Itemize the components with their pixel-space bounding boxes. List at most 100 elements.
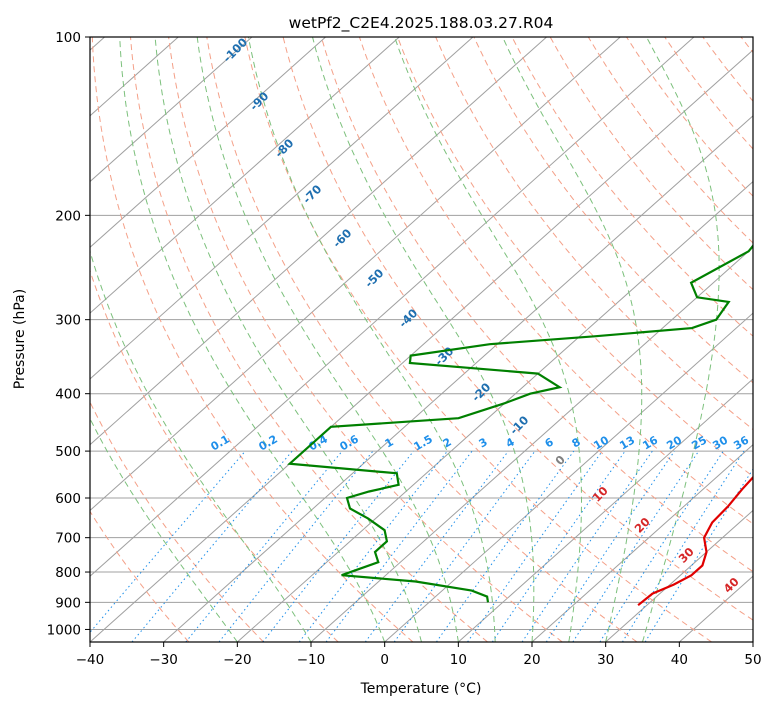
isotherm-line [90, 37, 547, 446]
mixing-ratio-label: 8 [570, 435, 583, 450]
y-tick-label: 900 [55, 595, 81, 611]
moist-adiabat-line [394, 37, 582, 642]
mixing-ratio-line [435, 450, 575, 642]
mixing-ratio-label: 30 [710, 433, 730, 452]
dry-adiabat-line [511, 37, 753, 337]
isotherm-label: -10 [507, 413, 532, 438]
moist-adiabat-line [90, 417, 238, 642]
temperature-profile-line [637, 475, 753, 607]
isotherm-label: 10 [590, 484, 611, 505]
dewpoint-profile-line [287, 244, 753, 603]
dry-adiabat-line [320, 37, 753, 573]
mixing-ratio-line [621, 450, 745, 642]
mixing-ratio-label: 2 [441, 435, 454, 450]
y-tick-label: 700 [55, 531, 81, 547]
dry-adiabat-line [397, 37, 753, 478]
y-tick-label: 500 [55, 444, 81, 460]
plot-frame [89, 36, 754, 643]
x-tick-label: 50 [744, 652, 761, 668]
mixing-ratio-line [364, 450, 509, 642]
dry-adiabat-line [90, 269, 339, 642]
x-tick-label: 40 [671, 652, 688, 668]
mixing-ratio-label: 1 [383, 435, 396, 450]
mixing-ratio-labels: 0.1 0.2 0.4 0.6 1 1.5 2 3 4 6 8 10 13 16 20 25 30 36 [209, 432, 752, 453]
isotherm-label: 20 [632, 515, 653, 536]
moist-adiabat-line [502, 37, 643, 642]
dry-adiabat-line [358, 37, 753, 525]
mixing-ratio-line [131, 450, 293, 642]
mixing-ratio-label: 20 [664, 433, 684, 452]
isotherm-label: -40 [396, 306, 421, 331]
mixing-ratio-label: 0.1 [209, 432, 232, 453]
mixing-ratio-label: 36 [731, 433, 751, 452]
mixing-ratio-label: 3 [477, 435, 490, 450]
dry-adiabat-line [664, 37, 753, 150]
dry-adiabat-line [549, 37, 753, 291]
isotherm-line [679, 575, 753, 642]
isotherm-label: -70 [300, 182, 325, 207]
profile-lines [287, 244, 753, 607]
isotherm-label: 40 [721, 575, 742, 596]
moist-adiabat-line [642, 37, 720, 642]
isotherm-line [458, 378, 753, 642]
mixing-ratio-line [467, 450, 603, 642]
x-tick-label: 10 [450, 652, 467, 668]
y-tick-label: 800 [55, 565, 81, 581]
mixing-ratio-line [262, 450, 414, 642]
dry-adiabat-line [282, 37, 753, 621]
dry-adiabat-line [587, 37, 753, 244]
background-lines [90, 37, 753, 642]
dry-adiabat-line [206, 37, 638, 642]
isotherm-line [90, 37, 621, 512]
x-axis: −40 −30 −20 −10 0 10 20 30 40 50 [76, 642, 762, 668]
dry-adiabat-line [90, 401, 264, 642]
y-tick-label: 200 [55, 208, 81, 224]
mixing-ratio-label: 13 [617, 434, 637, 453]
y-tick-label: 300 [55, 313, 81, 329]
dry-adiabat-line [168, 37, 563, 642]
mixing-ratio-line [90, 450, 246, 634]
moist-adiabat-line [119, 37, 386, 642]
mixing-ratio-label: 6 [543, 435, 556, 450]
mixing-ratio-line [325, 450, 473, 642]
dry-adiabat-line [90, 510, 190, 642]
x-axis-title: Temperature (°C) [360, 681, 482, 697]
isotherm-line [163, 115, 753, 642]
chart-title: wetPf2_C2E4.2025.188.03.27.R04 [289, 14, 554, 33]
mixing-ratio-line [491, 450, 626, 642]
mixing-ratio-line [298, 450, 448, 642]
x-tick-label: 0 [380, 652, 389, 668]
isotherm-line [90, 37, 695, 577]
y-axis-title: Pressure (hPa) [12, 289, 28, 389]
x-tick-label: −10 [297, 652, 326, 668]
y-tick-label: 1000 [47, 622, 81, 638]
x-tick-label: −30 [149, 652, 178, 668]
isotherm-label: -90 [247, 89, 272, 114]
x-tick-label: 30 [597, 652, 614, 668]
mixing-ratio-label: 0.4 [307, 432, 331, 453]
mixing-ratio-label: 1.5 [412, 432, 435, 453]
moist-adiabat-line [154, 37, 422, 642]
x-tick-label: −40 [76, 652, 105, 668]
isotherm-line [90, 49, 753, 642]
isotherm-line [237, 180, 753, 642]
moist-adiabat-line [196, 37, 459, 642]
dry-adiabat-line [244, 37, 712, 642]
mixing-ratio-line [393, 450, 536, 642]
mixing-ratio-label: 25 [689, 434, 709, 453]
y-axis: 100 200 300 400 500 600 700 800 900 1000 [47, 30, 90, 638]
dry-adiabat-line [740, 37, 753, 54]
isotherm-line [90, 37, 400, 314]
moist-adiabat-line [312, 37, 535, 642]
isotherm-label: -60 [330, 226, 355, 251]
x-tick-label: −20 [223, 652, 252, 668]
isotherm-line [605, 509, 753, 642]
y-tick-label: 100 [55, 30, 81, 46]
moist-adiabat-line [90, 249, 312, 642]
isotherm-line [752, 641, 753, 642]
mixing-ratio-line [599, 450, 724, 642]
mixing-ratio-label: 4 [504, 435, 517, 450]
isotherm-line [90, 37, 326, 249]
